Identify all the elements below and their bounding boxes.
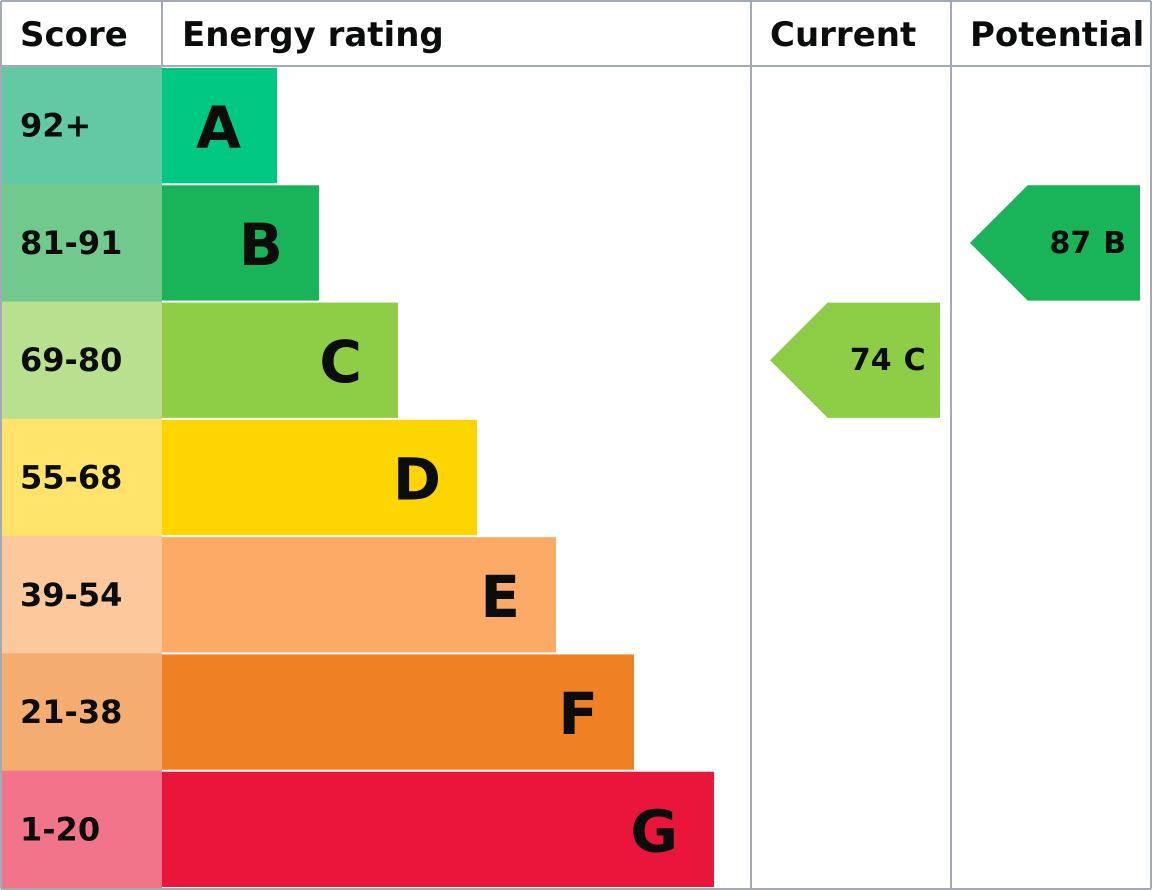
score-range: 81-91 bbox=[20, 224, 122, 262]
rating-bar bbox=[162, 185, 319, 301]
rating-bar bbox=[162, 771, 714, 887]
score-cell bbox=[1, 67, 162, 185]
rating-letter: G bbox=[630, 797, 678, 865]
current-arrow bbox=[770, 302, 940, 418]
score-cell bbox=[1, 536, 162, 654]
rating-letter: F bbox=[558, 680, 598, 748]
score-cell bbox=[1, 184, 162, 303]
rating-letter: B bbox=[239, 211, 283, 279]
current-score: 74 bbox=[850, 343, 892, 378]
rating-bar bbox=[162, 68, 277, 184]
header-potential: Potential bbox=[970, 15, 1144, 55]
header-score: Score bbox=[20, 15, 128, 55]
rating-letter: D bbox=[393, 446, 441, 514]
current-rating: C bbox=[904, 343, 926, 378]
score-cell bbox=[1, 770, 162, 889]
score-cell bbox=[1, 301, 162, 420]
potential-arrow bbox=[970, 185, 1140, 301]
potential-rating: B bbox=[1103, 225, 1126, 260]
current-label: 74 C bbox=[850, 343, 926, 378]
rating-bar bbox=[162, 654, 634, 770]
score-range: 39-54 bbox=[20, 576, 122, 614]
potential-label: 87 B bbox=[1050, 225, 1127, 260]
header-energy-rating: Energy rating bbox=[182, 15, 444, 55]
score-range: 55-68 bbox=[20, 459, 122, 497]
header-current: Current bbox=[770, 15, 916, 55]
rating-bar bbox=[162, 419, 477, 536]
rating-letter: E bbox=[480, 563, 520, 631]
rating-bar bbox=[162, 537, 556, 653]
score-range: 21-38 bbox=[20, 693, 122, 731]
score-cell bbox=[1, 653, 162, 772]
score-range: 1-20 bbox=[20, 810, 100, 848]
rating-letter: C bbox=[319, 328, 362, 396]
score-cell bbox=[1, 418, 162, 537]
score-range: 92+ bbox=[20, 107, 91, 145]
rating-letter: A bbox=[196, 94, 241, 162]
rating-bar bbox=[162, 302, 398, 418]
score-range: 69-80 bbox=[20, 341, 122, 379]
potential-score: 87 bbox=[1050, 225, 1092, 260]
